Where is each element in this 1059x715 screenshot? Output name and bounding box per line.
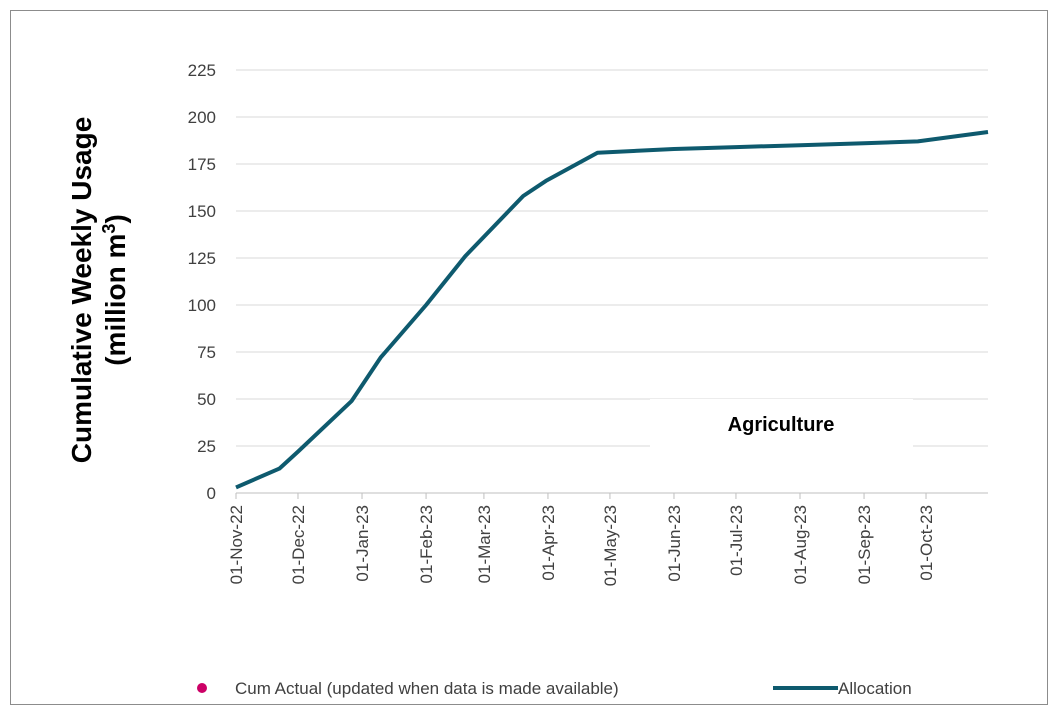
legend-label-allocation: Allocation <box>838 679 912 698</box>
y-tick-label: 0 <box>207 484 216 503</box>
y-tick-label: 100 <box>188 296 216 315</box>
legend: Cum Actual (updated when data is made av… <box>197 679 912 698</box>
x-tick-label: 01-Feb-23 <box>417 505 436 583</box>
legend-label-cum-actual: Cum Actual (updated when data is made av… <box>235 679 619 698</box>
x-tick-label: 01-Oct-23 <box>917 505 936 581</box>
series-line-allocation <box>235 130 989 490</box>
x-tick-label: 01-Aug-23 <box>791 505 810 584</box>
x-tick-label: 01-Mar-23 <box>475 505 494 583</box>
y-tick-label: 200 <box>188 108 216 127</box>
y-tick-label: 150 <box>188 202 216 221</box>
x-tick-labels: 01-Nov-22 01-Dec-22 01-Jan-23 01-Feb-23 01-M… <box>227 505 936 586</box>
y-tick-label: 50 <box>197 390 216 409</box>
y-axis-title-line1: Cumulative Weekly Usage <box>66 117 97 464</box>
x-tick-label: 01-Dec-22 <box>289 505 308 584</box>
axes <box>235 492 988 499</box>
x-tick-label: 01-Jul-23 <box>727 505 746 576</box>
y-tick-label: 175 <box>188 155 216 174</box>
x-tick-label: 01-Jun-23 <box>665 505 684 582</box>
legend-marker-cum-actual <box>197 683 207 693</box>
y-tick-label: 75 <box>197 343 216 362</box>
x-tick-label: 01-Sep-23 <box>855 505 874 584</box>
x-tick-label: 01-Apr-23 <box>539 505 558 581</box>
y-tick-label: 25 <box>197 437 216 456</box>
y-tick-labels: 0 25 50 75 100 125 150 175 200 225 <box>188 61 216 503</box>
y-tick-label: 125 <box>188 249 216 268</box>
gridlines <box>236 69 988 447</box>
x-tick-label: 01-Nov-22 <box>227 505 246 584</box>
y-axis-title: Cumulative Weekly Usage (million m3) <box>66 117 131 464</box>
x-tick-label: 01-May-23 <box>601 505 620 586</box>
x-tick-label: 01-Jan-23 <box>353 505 372 582</box>
annotation-label: Agriculture <box>728 414 835 436</box>
series-lines <box>235 130 989 490</box>
y-tick-label: 225 <box>188 61 216 80</box>
chart-area <box>10 10 1048 705</box>
annotation-box <box>650 399 913 449</box>
y-axis-title-line2: (million m3) <box>99 214 131 366</box>
